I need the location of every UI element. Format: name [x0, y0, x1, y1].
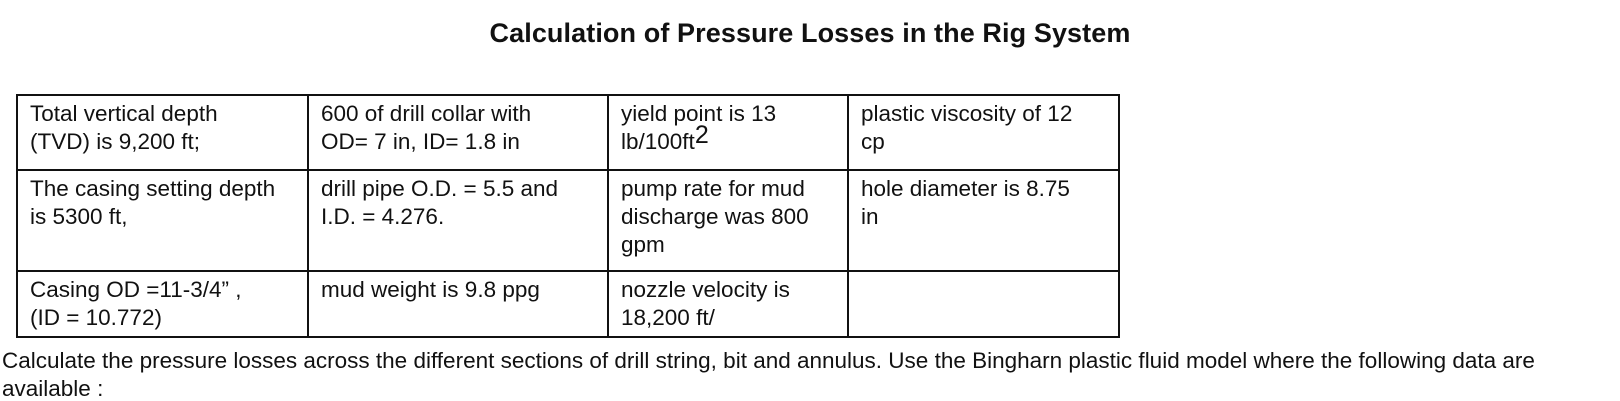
table-cell-empty: [847, 270, 1120, 338]
yield-point-text: yield point is 13 lb/100ft: [621, 101, 777, 154]
table-cell-nozzle-velocity: nozzle velocity is 18,200 ft/: [607, 270, 849, 338]
table-row: Casing OD =11-3/4” , (ID = 10.772) mud w…: [16, 270, 1120, 338]
yield-point-exponent: 2: [694, 121, 709, 149]
table-cell-drill-collar: 600 of drill collar with OD= 7 in, ID= 1…: [307, 94, 609, 171]
table-cell-casing-depth: The casing setting depth is 5300 ft,: [16, 169, 309, 272]
table-cell-plastic-viscosity: plastic viscosity of 12 cp: [847, 94, 1120, 171]
table-cell-hole-diameter: hole diameter is 8.75 in: [847, 169, 1120, 272]
table-row: Total vertical depth (TVD) is 9,200 ft; …: [16, 94, 1120, 171]
table-cell-pump-rate: pump rate for mud discharge was 800 gpm: [607, 169, 849, 272]
instruction-text: Calculate the pressure losses across the…: [2, 348, 1535, 401]
table-cell-mud-weight: mud weight is 9.8 ppg: [307, 270, 609, 338]
page-title: Calculation of Pressure Losses in the Ri…: [489, 18, 1131, 48]
table-row: The casing setting depth is 5300 ft, dri…: [16, 169, 1120, 272]
table-cell-yield-point: yield point is 13 lb/100ft2: [607, 94, 849, 171]
table-cell-casing-od: Casing OD =11-3/4” , (ID = 10.772): [16, 270, 309, 338]
table-cell-drill-pipe: drill pipe O.D. = 5.5 and I.D. = 4.276.: [307, 169, 609, 272]
table-cell-tvd: Total vertical depth (TVD) is 9,200 ft;: [16, 94, 309, 171]
data-table: Total vertical depth (TVD) is 9,200 ft; …: [16, 94, 1120, 338]
